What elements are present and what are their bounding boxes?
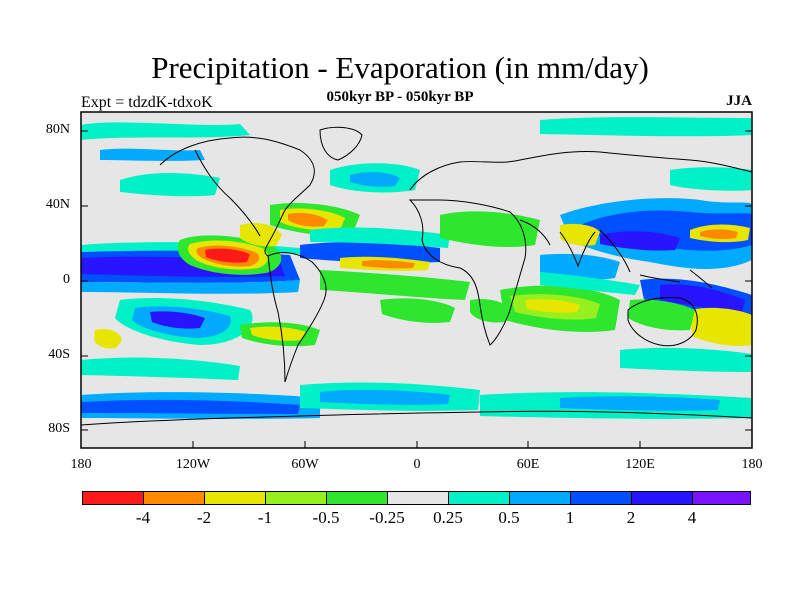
colorbar-box: [570, 491, 632, 505]
colorbar-label: 0.5: [498, 508, 520, 527]
x-tick-label: 60E: [516, 457, 540, 472]
season-label: JJA: [726, 93, 752, 109]
precip-field: [81, 117, 752, 419]
colorbar-box: [448, 491, 510, 505]
axis-ticks: [80, 130, 753, 448]
colorbar-box: [509, 491, 571, 505]
y-tick-label: 80S: [48, 421, 70, 436]
colorbar-box: [82, 491, 144, 505]
colorbar-box: [143, 491, 205, 505]
colorbar-box: [631, 491, 693, 505]
colorbar-box: [326, 491, 388, 505]
y-tick-label: 0: [63, 272, 70, 287]
colorbar-label: 0.25: [433, 508, 463, 527]
colorbar-box: [265, 491, 327, 505]
x-tick-label: 120E: [625, 457, 655, 472]
colorbar-label: -0.25: [369, 508, 405, 527]
colorbar-box: [204, 491, 266, 505]
x-tick-label: 180: [741, 457, 763, 472]
colorbar-label: 4: [687, 508, 697, 527]
colorbar-label: 1: [565, 508, 575, 527]
map-subtitle: 050kyr BP - 050kyr BP: [326, 89, 474, 105]
colorbar-label: -0.5: [312, 508, 340, 527]
x-tick-label: 0: [413, 457, 421, 472]
y-tick-label: 40N: [45, 197, 70, 212]
colorbar-label: -1: [257, 508, 273, 527]
coastlines: [81, 126, 752, 426]
x-tick-label: 60W: [291, 457, 319, 472]
colorbar-label: 2: [626, 508, 636, 527]
y-tick-label: 40S: [48, 347, 70, 362]
x-tick-label: 120W: [175, 457, 211, 472]
colorbar-box: [692, 491, 751, 505]
map-title: Precipitation - Evaporation (in mm/day): [151, 50, 649, 85]
colorbar-label: -4: [135, 508, 151, 527]
x-tick-label: 180: [70, 457, 92, 472]
colorbar-label: -2: [196, 508, 212, 527]
colorbar-box: [387, 491, 449, 505]
experiment-label: Expt = tdzdK-tdxoK: [81, 94, 213, 111]
y-tick-label: 80N: [45, 122, 70, 137]
